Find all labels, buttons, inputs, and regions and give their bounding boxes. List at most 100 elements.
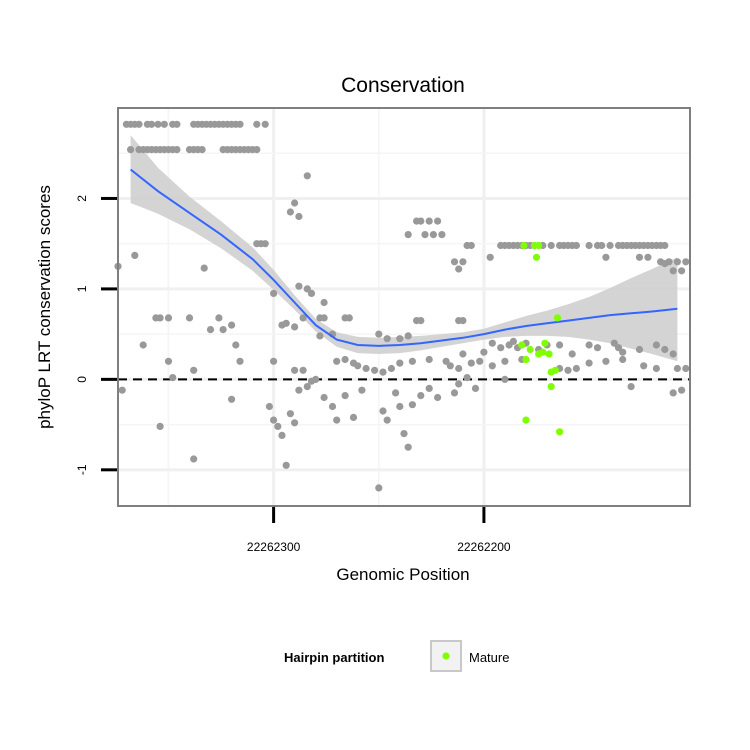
point-other bbox=[547, 241, 555, 250]
point-other bbox=[303, 172, 311, 180]
point-other bbox=[408, 357, 416, 365]
point-other bbox=[362, 364, 370, 373]
chart-title: Conservation bbox=[341, 74, 465, 97]
point-other bbox=[669, 350, 677, 358]
point-other bbox=[265, 402, 273, 411]
point-other bbox=[131, 251, 139, 259]
point-other bbox=[404, 443, 412, 451]
point-other bbox=[501, 375, 509, 383]
point-other bbox=[375, 330, 383, 338]
point-other bbox=[236, 357, 244, 365]
point-other bbox=[307, 289, 316, 297]
x-tick-label: 22262200 bbox=[457, 540, 511, 554]
point-mature bbox=[522, 416, 530, 424]
point-other bbox=[345, 314, 353, 322]
point-other bbox=[282, 461, 290, 469]
point-other bbox=[450, 258, 459, 266]
point-other bbox=[400, 430, 408, 438]
point-other bbox=[198, 146, 206, 154]
point-other bbox=[312, 375, 320, 383]
point-other bbox=[219, 326, 227, 334]
point-other bbox=[328, 402, 337, 411]
point-mature bbox=[545, 350, 553, 358]
point-other bbox=[190, 366, 198, 374]
point-other bbox=[404, 231, 412, 239]
point-mature bbox=[518, 341, 526, 349]
point-other bbox=[585, 359, 593, 367]
point-other bbox=[396, 335, 404, 343]
point-other bbox=[320, 393, 328, 402]
point-other bbox=[270, 289, 278, 297]
point-other bbox=[509, 337, 517, 345]
point-other bbox=[568, 350, 576, 358]
point-other bbox=[299, 366, 307, 374]
point-other bbox=[417, 392, 425, 400]
point-other bbox=[606, 241, 614, 250]
y-axis-title: phyloP LRT conservation scores bbox=[35, 185, 54, 429]
point-other bbox=[206, 326, 215, 334]
point-other bbox=[154, 120, 162, 128]
point-mature bbox=[553, 314, 562, 322]
point-other bbox=[164, 357, 173, 365]
point-mature bbox=[541, 339, 549, 347]
point-other bbox=[383, 416, 391, 424]
point-other bbox=[253, 120, 261, 128]
point-other bbox=[467, 359, 475, 367]
point-other bbox=[354, 362, 362, 370]
points-mature bbox=[518, 241, 564, 436]
x-tick-label: 22262300 bbox=[247, 540, 301, 554]
smooth-line bbox=[129, 168, 678, 347]
point-other bbox=[661, 345, 669, 354]
point-other bbox=[286, 208, 294, 216]
point-other bbox=[434, 217, 442, 225]
point-other bbox=[425, 384, 433, 392]
point-other bbox=[392, 389, 400, 397]
point-other bbox=[619, 348, 627, 356]
point-other bbox=[497, 344, 505, 352]
point-other bbox=[387, 364, 395, 373]
point-other bbox=[278, 321, 286, 329]
point-other bbox=[118, 386, 126, 394]
point-mature bbox=[551, 366, 560, 374]
point-other bbox=[200, 264, 208, 272]
point-other bbox=[572, 364, 581, 373]
point-mature bbox=[520, 241, 528, 250]
point-other bbox=[396, 359, 404, 367]
point-other bbox=[652, 341, 661, 349]
point-other bbox=[379, 407, 387, 415]
point-other bbox=[383, 335, 391, 343]
point-other bbox=[291, 199, 299, 207]
x-axis: 22262300 22262200 bbox=[247, 507, 511, 554]
point-other bbox=[185, 314, 194, 322]
point-other bbox=[421, 231, 429, 239]
point-other bbox=[425, 355, 433, 364]
legend-key-mature-point bbox=[442, 652, 450, 660]
point-other bbox=[270, 357, 278, 365]
y-tick-label: -1 bbox=[75, 464, 89, 475]
point-other bbox=[291, 323, 299, 331]
point-other bbox=[644, 253, 652, 261]
point-other bbox=[455, 265, 463, 273]
point-other bbox=[261, 120, 269, 128]
point-other bbox=[173, 120, 181, 128]
point-other bbox=[442, 357, 450, 365]
point-other bbox=[682, 364, 690, 373]
point-other bbox=[371, 366, 379, 374]
point-mature bbox=[532, 253, 541, 261]
gridlines bbox=[118, 108, 690, 506]
point-mature bbox=[526, 345, 534, 354]
point-other bbox=[614, 344, 623, 352]
point-other bbox=[228, 395, 236, 403]
point-other bbox=[215, 314, 223, 322]
point-other bbox=[455, 364, 463, 373]
point-other bbox=[425, 217, 433, 225]
point-other bbox=[669, 389, 677, 397]
point-other bbox=[303, 285, 311, 293]
point-other bbox=[450, 389, 459, 397]
point-other bbox=[156, 422, 164, 430]
point-other bbox=[619, 355, 627, 364]
point-other bbox=[661, 241, 669, 250]
point-other bbox=[379, 368, 387, 376]
point-other bbox=[488, 362, 496, 370]
point-other bbox=[610, 339, 618, 347]
